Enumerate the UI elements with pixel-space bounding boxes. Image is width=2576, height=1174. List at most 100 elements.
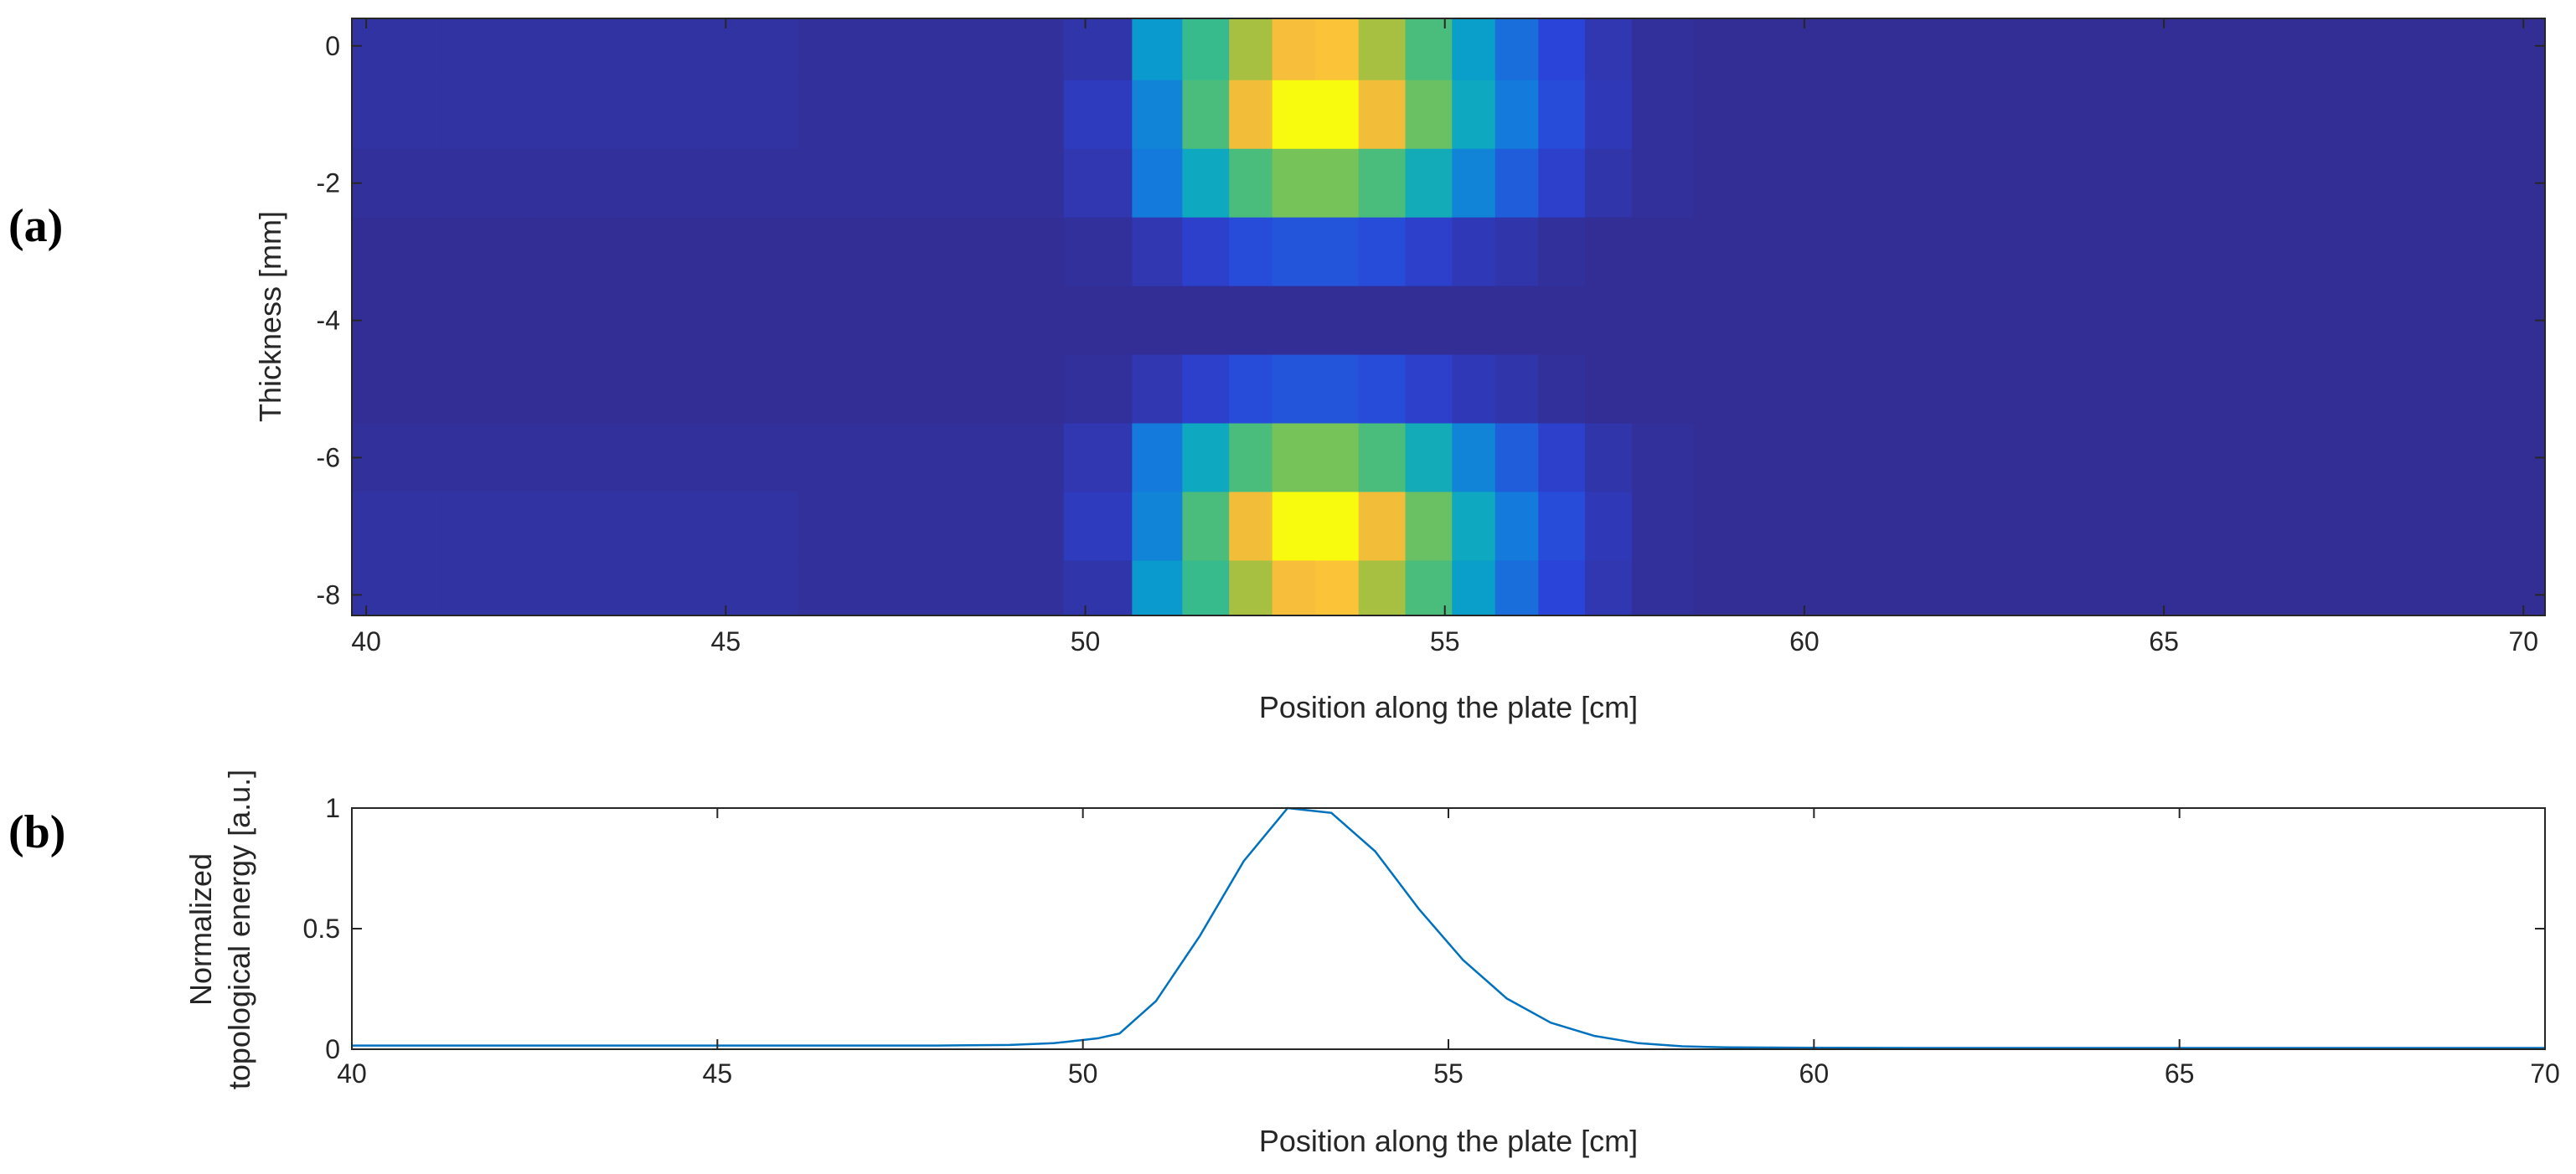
heatmap-cell [798,18,885,81]
heatmap-cell [707,80,798,150]
heatmap-y-tick-label: -2 [317,168,340,198]
heatmap-cell [2343,286,2470,356]
heatmap-cell [617,492,709,562]
heatmap-x-ticks: 40 45 50 55 60 65 70 [351,18,2538,657]
heatmap-cell [2056,18,2201,81]
heatmap-cell [884,423,975,493]
heatmap-cell [1494,18,1539,81]
heatmap-x-tick-label: 70 [2508,626,2538,657]
heatmap-cell [1494,148,1539,219]
heatmap-cell [1132,80,1184,150]
heatmap-cell [1631,423,1694,493]
heatmap-cell [1912,217,2057,287]
heatmap-cell [1631,492,1694,562]
heatmap-cell [1786,492,1913,562]
heatmap-cell [1585,217,1633,287]
heatmap-cell [1452,217,1496,287]
heatmap-cell [973,18,1065,81]
heatmap-cell [707,423,798,493]
heatmap-cell [1786,18,1913,81]
heatmap-cell [1182,18,1230,81]
panel-b-label: (b) [8,806,65,858]
heatmap-cells [352,18,2546,616]
heatmap-cell [884,492,975,562]
heatmap-axes-frame [351,18,2546,616]
heatmap-cell [1063,80,1133,150]
heatmap-cell [1272,286,1316,356]
heatmap-cell [1063,354,1133,425]
heatmap-cell [1358,286,1407,356]
heatmap-cell [2199,560,2345,616]
heatmap-cell [1063,492,1133,562]
heatmap-cell [973,80,1065,150]
heatmap-cell [1585,286,1633,356]
heatmap-cell [1182,423,1230,493]
heatmap-cell [2199,18,2345,81]
heatmap-cell [1692,217,1788,287]
heatmap-cell [1182,80,1230,150]
heatmap-cell [1405,18,1453,81]
heatmap-cell [1786,286,1913,356]
heatmap-cell [2343,560,2470,616]
heatmap-cell [2056,423,2201,493]
heatmap-cell [531,286,619,356]
heatmap-cell [1538,217,1586,287]
heatmap-cell [884,217,975,287]
heatmap-cell [973,286,1065,356]
heatmap-cell [1182,148,1230,219]
heatmap-cell [1585,18,1633,81]
heatmap-cell [1631,354,1694,425]
heatmap-cell [798,286,885,356]
heatmap-cell [707,148,798,219]
heatmap-cell [1405,286,1453,356]
heatmap-cell [1786,354,1913,425]
heatmap-cell [1538,148,1586,219]
heatmap-cell [1272,492,1316,562]
heatmap-cell [1585,423,1633,493]
heatmap-cell [707,492,798,562]
heatmap-cell [884,354,975,425]
heatmap-cell [1786,217,1913,287]
heatmap-cell [1494,286,1539,356]
heatmap-cell [352,217,442,287]
heatmap-cell [617,148,709,219]
heatmap-cell [707,354,798,425]
heatmap-cell [1132,18,1184,81]
heatmap-cell [441,354,533,425]
heatmap-cell [1786,560,1913,616]
heatmap-cell [973,560,1065,616]
heatmap-cell [531,354,619,425]
heatmap-cell [1229,148,1273,219]
heatmap-cell [2056,80,2201,150]
heatmap-cell [1315,148,1360,219]
heatmap-cell [1452,148,1496,219]
heatmap-cell [1405,217,1453,287]
heatmap-cell [531,18,619,81]
heatmap-cell [2469,492,2546,562]
heatmap-cell [1229,492,1273,562]
heatmap-cell [1538,80,1586,150]
heatmap-cell [1229,560,1273,616]
line-plot-y-tick-label: 1 [325,793,340,823]
heatmap-cell [1452,354,1496,425]
heatmap-cell [1229,286,1273,356]
heatmap-cell [617,423,709,493]
heatmap-cell [1182,492,1230,562]
heatmap-cell [1786,80,1913,150]
heatmap-cell [1585,354,1633,425]
heatmap-x-tick-label: 50 [1071,626,1101,657]
heatmap-cell [884,148,975,219]
line-plot-y-axis-label-line1: Normalized [183,853,218,1006]
heatmap-cell [1912,18,2057,81]
heatmap-cell [1452,423,1496,493]
heatmap-cell [1631,286,1694,356]
heatmap-cell [441,492,533,562]
heatmap-cell [2469,423,2546,493]
heatmap-cell [973,148,1065,219]
heatmap-y-ticks: 0 -2 -4 -6 -8 [317,31,2545,610]
heatmap-cell [798,492,885,562]
heatmap-cell [798,560,885,616]
heatmap-cell [1229,354,1273,425]
heatmap-cell [2199,286,2345,356]
heatmap-cell [531,423,619,493]
